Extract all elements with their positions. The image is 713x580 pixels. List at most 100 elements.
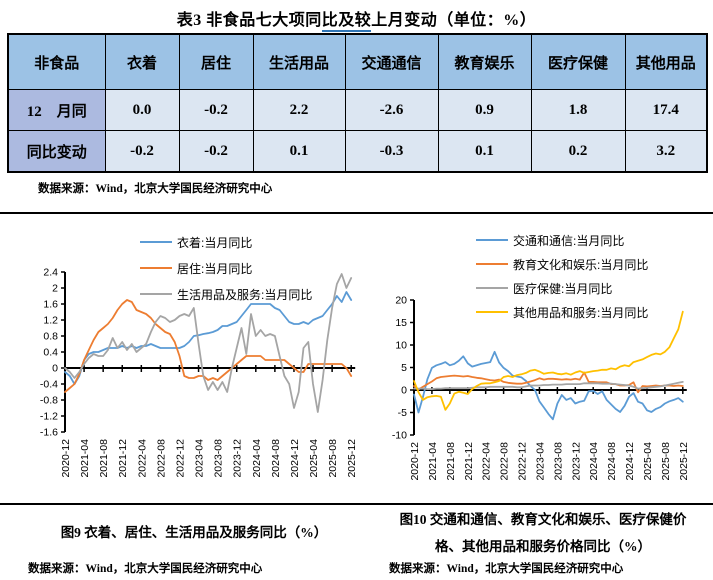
x-tick-label: 2024-08 (606, 442, 618, 481)
series-line (413, 310, 684, 411)
nonfood-table: 非食品 衣着 居住 生活用品 交通通信 教育娱乐 医疗保健 其他用品 12 月同… (7, 33, 708, 173)
row-label: 12 月同 (7, 89, 106, 131)
table-corner-cell: 非食品 (7, 33, 106, 90)
x-tick-label: 2022-08 (499, 442, 511, 481)
x-tick-label: 2025-04 (308, 439, 320, 478)
y-tick-label: -0.4 (40, 379, 58, 391)
legend-item: 生活用品及服务:当月同比 (140, 281, 312, 307)
x-tick-label: 2021-08 (445, 442, 457, 481)
x-tick-label: 2020-12 (409, 442, 421, 481)
table-cell: -0.2 (104, 130, 180, 173)
x-tick-label: 2022-12 (174, 439, 186, 478)
x-tick-label: 2022-04 (136, 439, 148, 478)
legend-line-sample (476, 286, 508, 290)
legend-item: 交通和通信:当月同比 (476, 228, 648, 252)
table-row: 12 月同 0.0 -0.2 2.2 -2.6 0.9 1.8 17.4 (7, 89, 708, 131)
x-tick-label: 2024-04 (588, 442, 600, 481)
figure-block-bottom-border (0, 503, 713, 505)
legend-label: 生活用品及服务:当月同比 (177, 287, 313, 302)
x-tick-label: 2025-12 (678, 442, 690, 481)
column-header: 医疗保健 (530, 33, 626, 90)
table-data-source: 数据来源：Wind，北京大学国民经济研究中心 (38, 183, 273, 195)
x-tick-label: 2020-12 (60, 439, 72, 478)
table-cell: 2.2 (252, 89, 346, 131)
x-tick-label: 2023-08 (552, 442, 564, 481)
table-cell: -0.2 (178, 130, 254, 173)
table-title-underlined: 比及较 (321, 12, 372, 32)
x-tick-label: 2021-12 (117, 439, 129, 478)
table-cell: 0.9 (437, 89, 532, 131)
table-cell: 0.1 (252, 130, 346, 173)
x-tick-label: 2023-12 (232, 439, 244, 478)
legend-line-sample (140, 240, 172, 244)
series-line (413, 371, 684, 394)
column-header: 教育娱乐 (437, 33, 532, 90)
table-cell: -0.3 (344, 130, 439, 173)
table-header-row: 非食品 衣着 居住 生活用品 交通通信 教育娱乐 医疗保健 其他用品 (7, 33, 708, 90)
table-cell: 3.2 (624, 130, 708, 173)
legend-item: 其他用品和服务:当月同比 (476, 300, 648, 324)
figure9-legend: 衣着:当月同比 居住:当月同比 生活用品及服务:当月同比 (140, 229, 312, 307)
table-title: 表3 非食品七大项同比及较上月变动（单位：%） (0, 6, 713, 32)
y-tick-label: 2 (52, 283, 58, 295)
x-tick-label: 2021-08 (98, 439, 110, 478)
column-header: 其他用品 (624, 33, 708, 90)
legend-label: 其他用品和服务:当月同比 (513, 305, 649, 320)
series-line (413, 350, 684, 421)
x-tick-label: 2025-08 (327, 439, 339, 478)
figure9-data-source: 数据来源：Wind，北京大学国民经济研究中心 (28, 563, 263, 575)
y-tick-label: -1.2 (40, 411, 58, 423)
series-line (64, 273, 353, 413)
x-tick-label: 2022-12 (517, 442, 529, 481)
figure10-legend: 交通和通信:当月同比 教育文化和娱乐:当月同比 医疗保健:当月同比 其他用品和服… (476, 228, 648, 324)
column-header: 居住 (178, 33, 254, 90)
series-line (413, 381, 684, 390)
table-cell: 0.1 (437, 130, 532, 173)
y-tick-label: 10 (395, 340, 407, 352)
table-row: 同比变动 -0.2 -0.2 0.1 -0.3 0.1 0.2 3.2 (7, 130, 708, 173)
series-line (64, 299, 353, 393)
x-tick-label: 2023-04 (534, 442, 546, 481)
y-tick-label: 0.8 (43, 331, 58, 343)
table-cell: -2.6 (344, 89, 439, 131)
table-cell: 1.8 (530, 89, 626, 131)
column-header: 交通通信 (344, 33, 439, 90)
table-cell: 0.0 (104, 89, 180, 131)
column-header: 衣着 (104, 33, 180, 90)
legend-label: 交通和通信:当月同比 (513, 233, 625, 248)
legend-item: 居住:当月同比 (140, 255, 312, 281)
x-tick-label: 2023-12 (570, 442, 582, 481)
legend-line-sample (476, 310, 508, 314)
figure10-data-source: 数据来源：Wind，北京大学国民经济研究中心 (389, 563, 624, 575)
y-tick-label: -1.6 (40, 427, 58, 439)
x-tick-label: 2025-12 (346, 439, 358, 478)
x-tick-label: 2022-08 (155, 439, 167, 478)
x-tick-label: 2025-08 (660, 442, 672, 481)
x-tick-label: 2025-04 (642, 442, 654, 481)
y-tick-label: -5 (398, 407, 407, 419)
y-tick-label: 0 (52, 363, 58, 375)
table-title-suffix: 上月变动（单位：%） (371, 12, 537, 29)
table-title-prefix: 表3 非食品七大项同 (176, 12, 322, 29)
x-tick-label: 2021-04 (427, 442, 439, 481)
table-cell: -0.2 (178, 89, 254, 131)
y-tick-label: 20 (395, 295, 407, 307)
legend-item: 教育文化和娱乐:当月同比 (476, 252, 648, 276)
x-tick-label: 2024-12 (624, 442, 636, 481)
legend-line-sample (476, 238, 508, 242)
legend-line-sample (140, 266, 172, 270)
legend-label: 居住:当月同比 (177, 261, 253, 276)
y-tick-label: 0 (401, 385, 407, 397)
figure9-caption: 图9 衣着、居住、生活用品及服务同比（%） (60, 525, 328, 540)
legend-label: 医疗保健:当月同比 (513, 281, 613, 296)
x-tick-label: 2024-08 (270, 439, 282, 478)
legend-line-sample (140, 292, 172, 296)
column-header: 生活用品 (252, 33, 346, 90)
legend-label: 衣着:当月同比 (177, 235, 253, 250)
y-tick-label: 0.4 (43, 347, 58, 359)
series-line (64, 291, 353, 385)
y-tick-label: 1.2 (43, 315, 58, 327)
legend-line-sample (476, 262, 508, 266)
y-tick-label: 5 (401, 362, 407, 374)
